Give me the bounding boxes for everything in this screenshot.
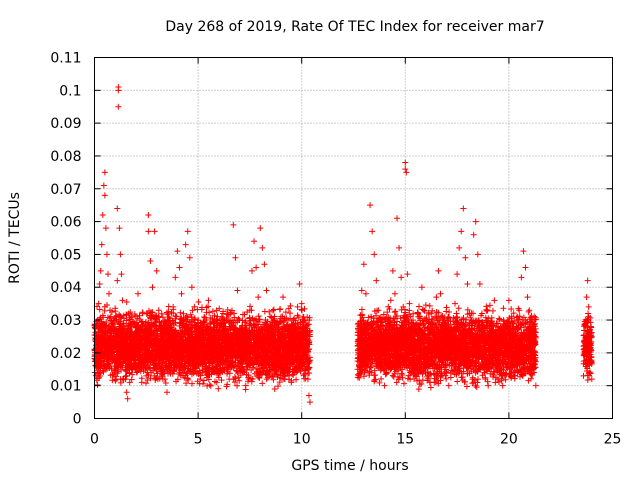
data-point [94,381,101,388]
chart-title: Day 268 of 2019, Rate Of TEC Index for r… [165,19,544,35]
data-points [91,84,595,406]
data-point [165,314,172,321]
data-point [195,298,202,305]
data-point [270,376,277,383]
data-point [142,380,149,387]
data-point [282,309,289,316]
data-point [269,307,276,314]
data-point [427,384,434,391]
data-point [191,303,198,310]
data-point [215,385,222,392]
data-point [211,312,218,319]
data-point [259,380,266,387]
data-point [443,375,450,382]
data-point [293,376,300,383]
data-point [112,305,119,312]
data-point [206,309,213,316]
data-point [200,377,207,384]
data-point [133,369,140,376]
data-point [235,374,242,381]
data-point [287,310,294,317]
data-point [162,379,169,386]
data-point [96,306,103,313]
data-point [206,381,213,388]
data-point [276,306,283,313]
data-point [255,313,262,320]
data-point [154,370,161,377]
data-point [453,310,460,317]
data-point [177,309,184,316]
data-point [256,316,263,323]
data-point [151,372,158,379]
